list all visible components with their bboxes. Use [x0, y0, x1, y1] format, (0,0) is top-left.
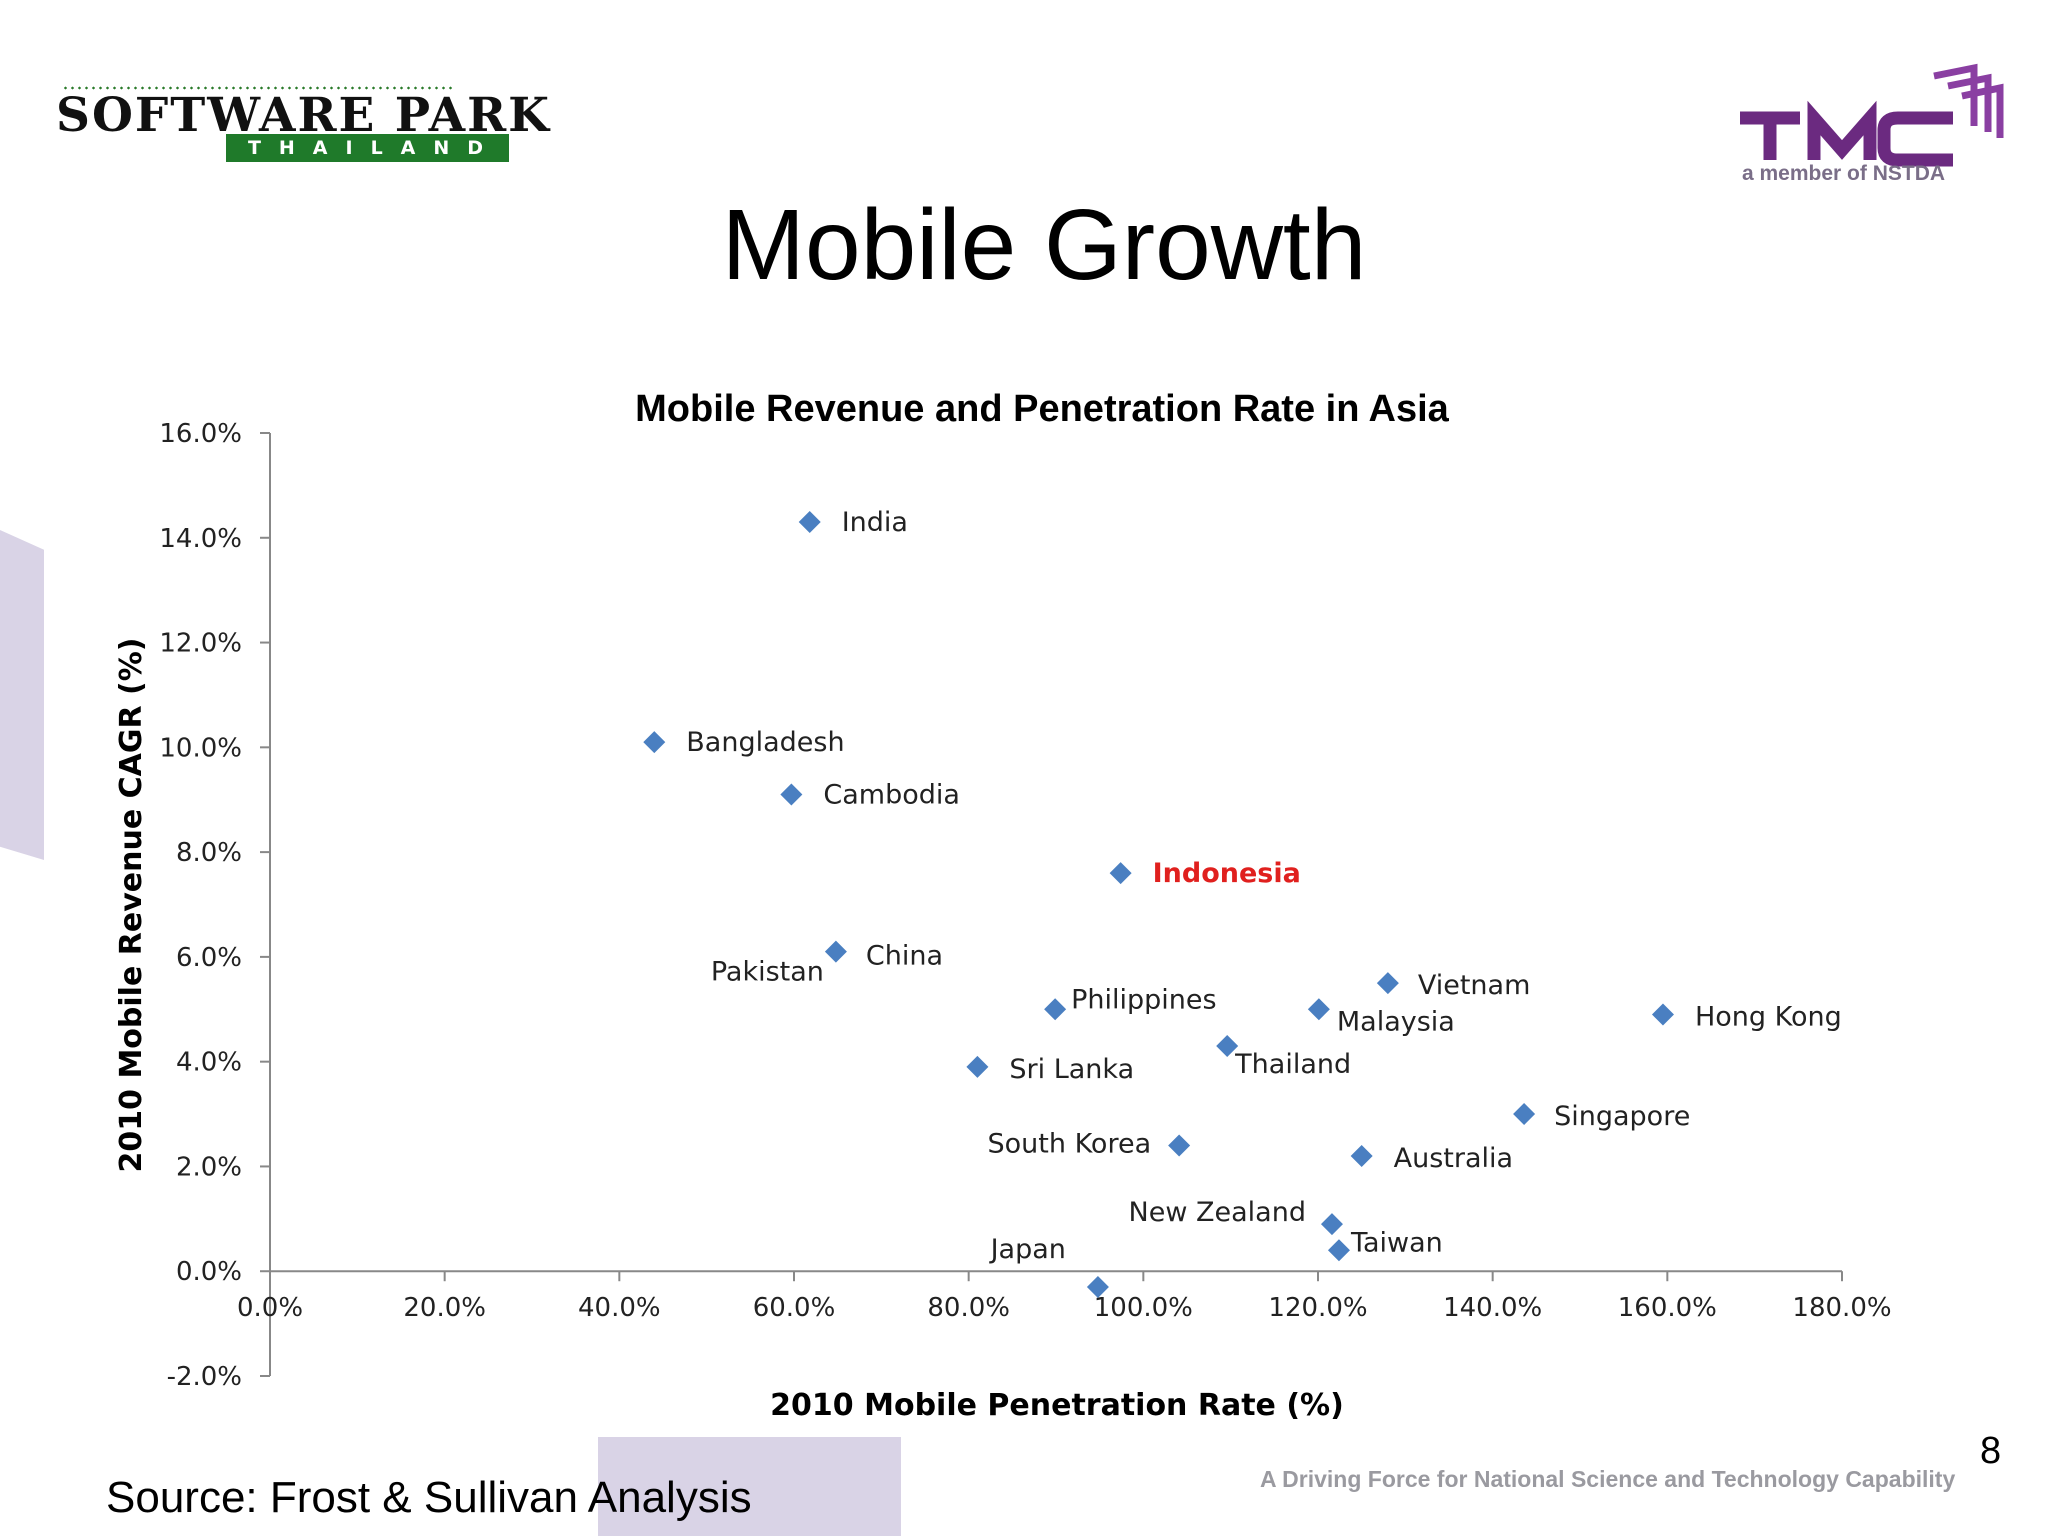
x-tick-label: 140.0% [1443, 1293, 1542, 1323]
x-axis-label: 2010 Mobile Penetration Rate (%) [770, 1388, 1344, 1423]
x-tick-label: 80.0% [927, 1293, 1010, 1323]
point-label-singapore: Singapore [1554, 1101, 1690, 1132]
y-tick-label: 8.0% [176, 838, 242, 868]
x-tick-label: 60.0% [753, 1293, 836, 1323]
data-point-cambodia [780, 783, 803, 806]
point-label-china: China [866, 941, 943, 972]
footer-tagline: A Driving Force for National Science and… [1260, 1466, 1956, 1492]
data-point-malaysia [1307, 998, 1330, 1021]
source-note: Source: Frost & Sullivan Analysis [106, 1473, 752, 1522]
tmc-logo-mark [1740, 63, 2004, 167]
x-tick-label: 100.0% [1094, 1293, 1193, 1323]
point-label-thailand: Thailand [1234, 1049, 1351, 1080]
point-label-philippines: Philippines [1071, 984, 1216, 1015]
data-point-new-zealand [1320, 1213, 1343, 1236]
tmc-logo: a member of NSTDA [1738, 58, 2008, 193]
point-label-pakistan: Pakistan [711, 957, 824, 988]
data-point-philippines [1044, 998, 1067, 1021]
tmc-logo-subtitle: a member of NSTDA [1742, 162, 1946, 185]
point-label-australia: Australia [1394, 1143, 1513, 1174]
y-tick-label: 10.0% [159, 733, 242, 763]
point-label-south-korea: South Korea [988, 1128, 1152, 1159]
x-tick-label: 160.0% [1618, 1293, 1717, 1323]
y-tick-label: 4.0% [176, 1048, 242, 1078]
decorative-bottom-band [598, 1437, 901, 1536]
data-point-indonesia [1109, 862, 1132, 885]
data-point-sri-lanka [966, 1055, 989, 1078]
point-label-japan: Japan [989, 1234, 1066, 1265]
data-point-japan [1086, 1275, 1109, 1298]
point-label-vietnam: Vietnam [1418, 970, 1531, 1001]
x-tick-label: 0.0% [237, 1293, 303, 1323]
point-label-new-zealand: New Zealand [1129, 1197, 1306, 1228]
y-tick-label: 2.0% [176, 1152, 242, 1182]
y-tick-label: 12.0% [159, 629, 242, 659]
point-label-taiwan: Taiwan [1350, 1227, 1443, 1258]
data-point-hong-kong [1651, 1003, 1674, 1026]
data-point-bangladesh [643, 731, 666, 754]
point-label-bangladesh: Bangladesh [686, 727, 844, 758]
x-tick-label: 120.0% [1268, 1293, 1367, 1323]
x-tick-label: 40.0% [578, 1293, 661, 1323]
y-axis-label: 2010 Mobile Revenue CAGR (%) [114, 638, 149, 1173]
point-label-hong-kong: Hong Kong [1695, 1002, 1842, 1033]
y-tick-label: 0.0% [176, 1257, 242, 1287]
software-park-logo-subtitle: THAILAND [226, 134, 509, 162]
software-park-logo: SOFTWARE PARK THAILAND [56, 82, 549, 162]
chart-point-labels: India Bangladesh Cambodia Indonesia China Pak… [686, 507, 1841, 1265]
decorative-side-band [0, 530, 44, 860]
point-label-cambodia: Cambodia [823, 779, 960, 810]
data-point-china [824, 940, 847, 963]
point-label-sri-lanka: Sri Lanka [1009, 1054, 1134, 1085]
data-point-vietnam [1376, 972, 1399, 995]
point-label-malaysia: Malaysia [1337, 1006, 1455, 1037]
data-point-thailand [1216, 1034, 1239, 1057]
logo-dotted-line [62, 86, 452, 90]
point-label-indonesia: Indonesia [1153, 858, 1301, 889]
chart-ticks: -2.0% 0.0% 2.0% 4.0% 6.0% 8.0% 10.0% 12.0% 14.0%… [159, 419, 1891, 1392]
chart-axes [269, 433, 1842, 1376]
data-point-south-korea [1168, 1134, 1191, 1157]
slide-title: Mobile Growth [721, 189, 1367, 301]
chart-title: Mobile Revenue and Penetration Rate in A… [635, 388, 1450, 430]
point-label-india: India [842, 507, 908, 538]
y-tick-label: 14.0% [159, 524, 242, 554]
data-point-taiwan [1327, 1239, 1350, 1262]
x-tick-label: 20.0% [403, 1293, 486, 1323]
data-point-india [798, 511, 821, 534]
chart-points [643, 511, 1674, 1298]
data-point-australia [1350, 1144, 1373, 1167]
software-park-logo-title: SOFTWARE PARK [56, 88, 552, 143]
data-point-singapore [1513, 1103, 1536, 1126]
y-tick-label: 16.0% [159, 419, 242, 449]
x-tick-label: 180.0% [1792, 1293, 1891, 1323]
page-number: 8 [1980, 1430, 2002, 1472]
y-tick-label: -2.0% [167, 1362, 242, 1392]
y-tick-label: 6.0% [176, 943, 242, 973]
